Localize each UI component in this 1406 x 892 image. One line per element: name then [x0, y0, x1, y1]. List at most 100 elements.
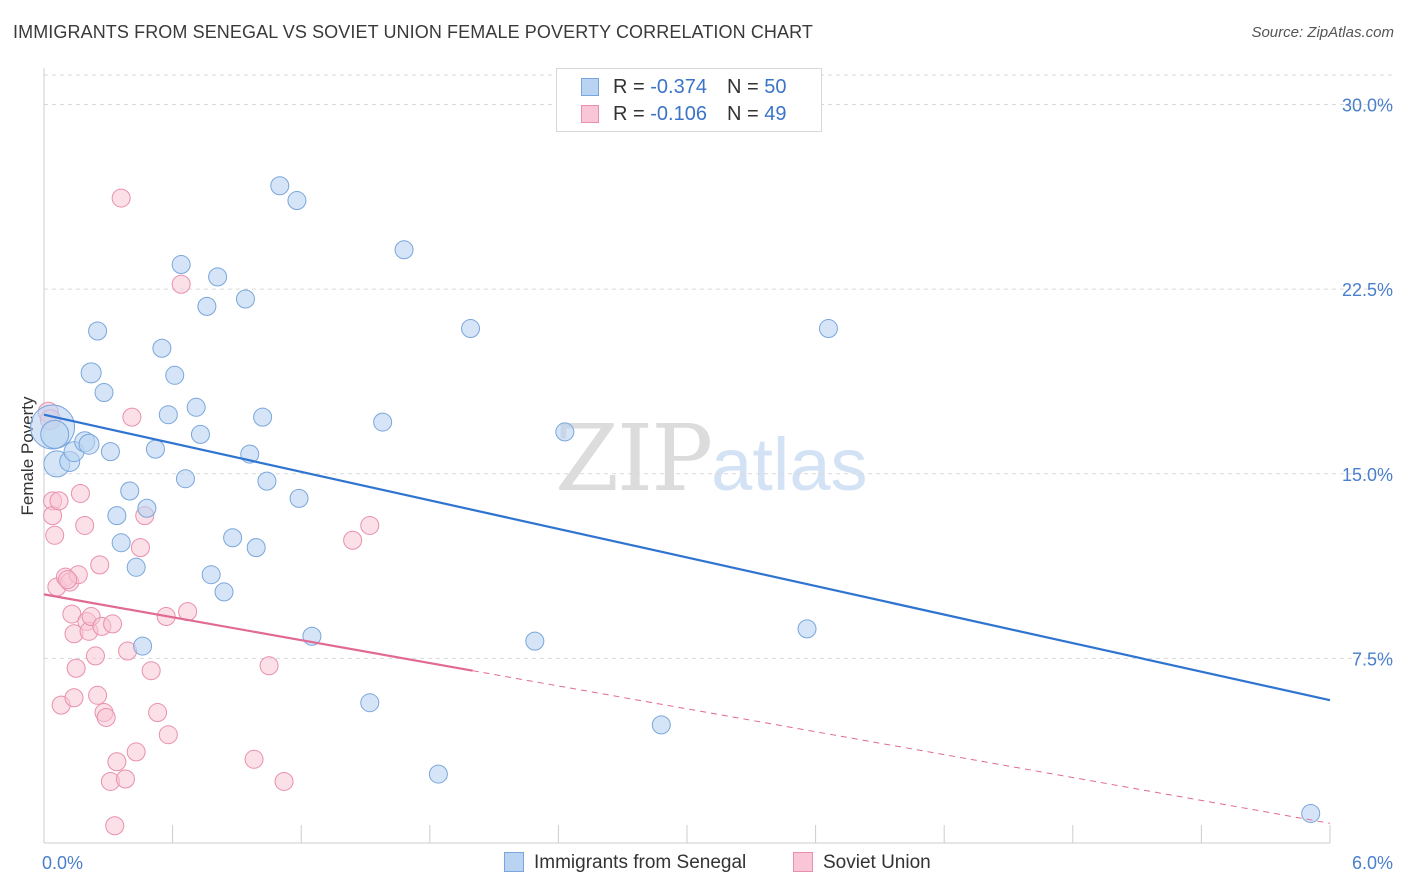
senegal-point: [461, 319, 481, 339]
soviet-union-point: [58, 570, 78, 590]
bottom-legend-soviet: Soviet Union: [793, 852, 931, 874]
senegal-point: [100, 442, 120, 462]
senegal-point: [208, 267, 228, 287]
grid-lines: [44, 74, 1392, 659]
senegal-point: [214, 582, 234, 602]
senegal-point: [126, 557, 146, 577]
soviet-union-point: [75, 515, 95, 535]
soviet-union-point: [343, 530, 363, 550]
legend-r-value: -0.374: [650, 76, 707, 98]
soviet-union-point: [107, 752, 127, 772]
legend-swatch-blue: [581, 78, 599, 96]
senegal-point: [555, 422, 575, 442]
legend-r-label: R =: [613, 76, 651, 98]
senegal-point: [525, 631, 545, 651]
legend-row-soviet: R = -0.106 N = 49: [581, 103, 786, 126]
x-tick-label: 0.0%: [42, 853, 83, 873]
senegal-point: [107, 506, 127, 526]
legend-n-value: 50: [764, 76, 787, 98]
bottom-legend-label-senegal: Immigrants from Senegal: [534, 852, 747, 873]
soviet-union-trend-line: [43, 593, 473, 672]
senegal-point: [246, 538, 266, 558]
soviet-union-point: [259, 656, 279, 676]
soviet-union-point: [66, 658, 86, 678]
bottom-legend-label-soviet: Soviet Union: [823, 852, 931, 873]
soviet-union-point: [96, 707, 116, 727]
senegal-trend-line: [43, 413, 1331, 702]
senegal-point: [186, 397, 206, 417]
senegal-point: [175, 469, 195, 489]
soviet-union-trend-extension: [472, 670, 1331, 824]
y-tick-label: 22.5%: [1342, 280, 1393, 300]
soviet-union-point: [130, 538, 150, 558]
senegal-point: [165, 365, 185, 385]
correlation-legend: R = -0.374 N = 50 R = -0.106 N = 49: [556, 68, 822, 132]
senegal-point: [223, 528, 243, 548]
legend-r-value: -0.106: [650, 103, 707, 125]
soviet-union-point: [62, 604, 82, 624]
y-tick-label: 30.0%: [1342, 96, 1393, 116]
y-tick-label: 7.5%: [1352, 649, 1393, 669]
senegal-point: [145, 439, 165, 459]
senegal-point: [428, 764, 448, 784]
soviet-union-point: [105, 816, 125, 836]
senegal-point: [137, 498, 157, 518]
senegal-point: [1301, 803, 1321, 823]
soviet-union-point: [122, 407, 142, 427]
senegal-point: [152, 338, 172, 358]
senegal-point: [373, 412, 393, 432]
senegal-point: [197, 296, 217, 316]
soviet-union-point: [244, 749, 264, 769]
bottom-legend-swatch-pink: [793, 852, 813, 872]
tick-labels: 7.5% 15.0% 22.5% 30.0% 0.0% 6.0%: [42, 96, 1393, 873]
soviet-union-point: [70, 483, 90, 503]
senegal-point: [40, 419, 70, 449]
soviet-union-point: [111, 188, 131, 208]
soviet-union-point: [274, 771, 294, 791]
senegal-point: [270, 176, 290, 196]
bottom-legend-swatch-blue: [504, 852, 524, 872]
senegal-point: [171, 255, 191, 275]
soviet-union-point: [115, 769, 135, 789]
legend-r-label: R =: [613, 103, 651, 125]
senegal-point: [651, 715, 671, 735]
senegal-point: [158, 405, 178, 425]
soviet-union-point: [148, 703, 168, 723]
axes: [43, 68, 1331, 844]
senegal-point: [190, 424, 210, 444]
series-soviet-union-points: [37, 188, 380, 836]
senegal-point: [235, 289, 255, 309]
senegal-point: [111, 533, 131, 553]
x-tick-label: 6.0%: [1352, 853, 1393, 873]
soviet-union-point: [64, 688, 84, 708]
senegal-point: [94, 383, 114, 403]
senegal-point: [78, 433, 100, 455]
soviet-union-point: [49, 491, 69, 511]
soviet-union-point: [45, 525, 65, 545]
senegal-point: [133, 636, 153, 656]
senegal-point: [360, 693, 380, 713]
legend-n-label: N =: [726, 103, 765, 125]
senegal-point: [88, 321, 108, 341]
legend-n-label: N =: [726, 76, 765, 98]
bottom-legend-senegal: Immigrants from Senegal: [504, 852, 746, 874]
soviet-union-point: [126, 742, 146, 762]
senegal-point: [80, 362, 102, 384]
soviet-union-point: [88, 685, 108, 705]
senegal-point: [394, 240, 414, 260]
trend-lines: [43, 413, 1331, 824]
senegal-point: [818, 319, 838, 339]
legend-swatch-pink: [581, 105, 599, 123]
legend-row-senegal: R = -0.374 N = 50: [581, 76, 786, 99]
soviet-union-point: [141, 661, 161, 681]
senegal-point: [289, 488, 309, 508]
soviet-union-point: [158, 725, 178, 745]
senegal-point: [201, 565, 221, 585]
senegal-point: [797, 619, 817, 639]
senegal-point: [257, 471, 277, 491]
legend-n-value: 49: [764, 103, 787, 125]
chart-title: IMMIGRANTS FROM SENEGAL VS SOVIET UNION …: [13, 22, 813, 42]
source-label: Source: ZipAtlas.com: [1251, 24, 1394, 41]
soviet-union-point: [360, 515, 380, 535]
